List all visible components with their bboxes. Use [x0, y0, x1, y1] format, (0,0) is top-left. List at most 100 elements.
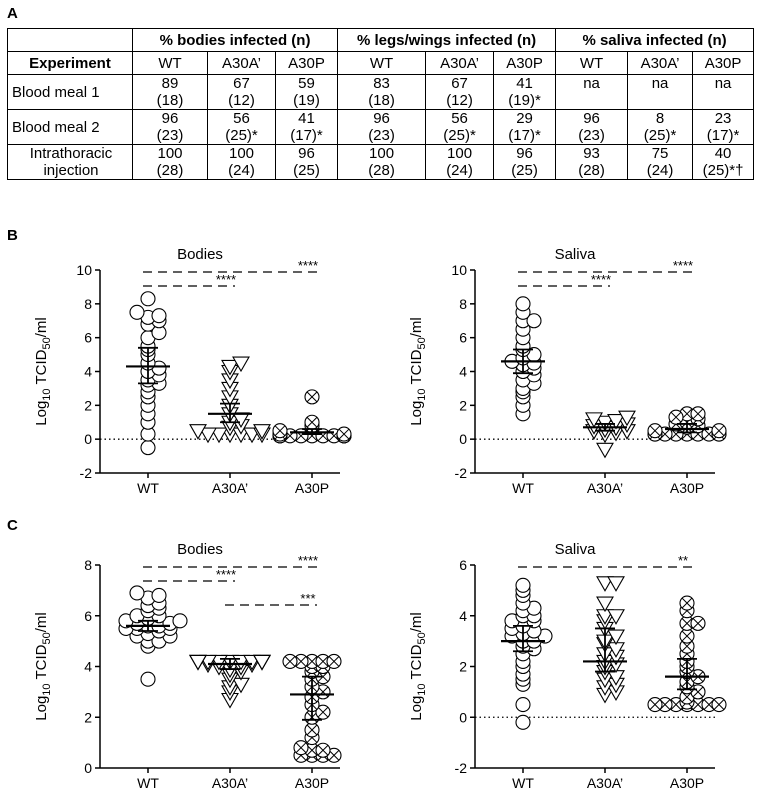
data-point-circle — [129, 585, 145, 601]
cell-line: (19)* — [508, 92, 541, 109]
y-tick-label: 4 — [84, 659, 92, 675]
cell-line: (18) — [368, 92, 395, 109]
cell-line: (12) — [446, 92, 473, 109]
data-point-cross-line — [681, 640, 693, 652]
data-point-triangle — [210, 427, 228, 444]
table-cell: 56 (25)* — [425, 109, 495, 145]
cell-line: (28) — [368, 162, 395, 179]
data-point-cross-line — [681, 597, 693, 609]
data-point-cross-line — [692, 408, 704, 420]
data-point-cross-line — [670, 411, 682, 423]
y-tick-label: 6 — [84, 608, 92, 624]
table-cell: 41 (17)* — [274, 109, 339, 145]
data-point-triangle — [607, 609, 625, 625]
table-cell: 23 (17)* — [692, 109, 755, 145]
data-point-triangle — [596, 442, 614, 459]
table-cell: 67 (12) — [207, 74, 276, 110]
data-point-circle — [172, 613, 188, 629]
cell-line: 93 — [583, 145, 600, 162]
y-axis-label-part: Log — [408, 401, 425, 426]
cell-line: (25)* — [443, 127, 476, 144]
data-point-cross-line — [670, 699, 682, 710]
table-cell: 67 (12) — [425, 74, 495, 110]
y-tick-label: -2 — [80, 465, 93, 481]
table-cell: 89 (18) — [132, 74, 208, 110]
y-tick-label: 4 — [84, 364, 92, 380]
cell-line: (23) — [368, 127, 395, 144]
significance-label: *** — [300, 591, 315, 606]
data-point-triangle — [596, 596, 614, 613]
y-axis-label-part: TCID — [408, 644, 425, 683]
experiment-label: Blood meal 1 — [7, 74, 133, 110]
table-cell: 100 (28) — [132, 144, 208, 180]
experiment-label-line: Blood meal 1 — [12, 83, 100, 101]
significance-label: **** — [673, 258, 693, 273]
cell-line: na — [583, 75, 600, 92]
y-axis-label-part: /ml — [408, 317, 425, 337]
experiment-label-line: Blood meal 2 — [12, 118, 100, 136]
y-axis-label-part: /ml — [33, 317, 50, 337]
cell-line: 29 — [516, 110, 533, 127]
chart-title: Bodies — [177, 541, 223, 558]
cell-line: (19) — [293, 92, 320, 109]
sub-header: A30P — [274, 51, 339, 75]
y-tick-label: 6 — [459, 330, 467, 346]
data-point-cross-line — [274, 425, 286, 436]
significance-label: **** — [591, 272, 611, 287]
data-point-triangle — [253, 424, 271, 440]
experiment-label: Intrathoracic injection — [7, 144, 133, 180]
table-cell: 96 (23) — [132, 109, 208, 145]
data-point-cross-line — [306, 656, 318, 667]
data-point-cross-line — [306, 724, 318, 736]
y-tick-label: -2 — [455, 465, 468, 481]
y-tick-label: 4 — [459, 608, 467, 624]
panel-label-a: A — [7, 5, 18, 22]
cell-line: 40 — [714, 145, 732, 162]
cell-line: 96 — [583, 110, 600, 127]
y-tick-label: 6 — [84, 330, 92, 346]
y-axis-label-part: TCID — [33, 644, 50, 683]
cell-line: (23) — [156, 127, 184, 144]
data-point-cross-line — [681, 691, 693, 703]
data-point-triangle — [618, 410, 636, 427]
data-point-cross-line — [317, 706, 329, 718]
chart-title: Bodies — [177, 246, 223, 263]
y-tick-label: 0 — [84, 760, 92, 776]
cell-line: 96 — [298, 145, 315, 162]
y-tick-label: 2 — [84, 709, 92, 725]
table-cell: 93 (28) — [555, 144, 629, 180]
cell-line: (23) — [578, 127, 605, 144]
cell-line — [630, 92, 690, 109]
cell-line: (12) — [228, 92, 255, 109]
cell-line: 67 — [451, 75, 468, 92]
table-cell: 100 (28) — [337, 144, 427, 180]
y-axis-label-part: Log — [33, 401, 50, 426]
cell-line: 89 — [161, 75, 179, 92]
cell-line: (25)* — [225, 127, 258, 144]
row-header-experiment: Experiment — [7, 51, 133, 75]
panel-label-c: C — [7, 517, 18, 534]
cell-line: 75 — [651, 145, 669, 162]
table-row: Blood meal 2 96 (23) 56 (25)* 41 (17)* 96 (23) 56… — [7, 109, 755, 145]
sub-header: A30A’ — [627, 51, 694, 75]
cell-line: 100 — [369, 145, 395, 162]
table-cell: 75 (24) — [627, 144, 694, 180]
cell-line: 100 — [447, 145, 473, 162]
table-cell: 96 (25) — [274, 144, 339, 180]
cell-line: na — [651, 75, 669, 92]
y-axis-label-part: 50 — [416, 632, 428, 644]
sub-header: A30A’ — [425, 51, 495, 75]
data-point-cross-line — [713, 425, 725, 436]
data-point-cross-line — [284, 656, 296, 667]
x-tick-label: WT — [137, 480, 159, 496]
x-tick-label: A30A’ — [587, 775, 623, 791]
y-axis-label-part: 10 — [41, 388, 53, 400]
data-point-circle — [526, 313, 542, 329]
x-tick-label: WT — [512, 480, 534, 496]
y-tick-label: 6 — [459, 557, 467, 573]
chart-title: Saliva — [555, 246, 597, 263]
data-point-triangle — [585, 412, 603, 428]
cell-line: 41 — [298, 110, 315, 127]
table-cell: na — [627, 74, 694, 110]
y-axis-label-part: Log — [33, 696, 50, 721]
